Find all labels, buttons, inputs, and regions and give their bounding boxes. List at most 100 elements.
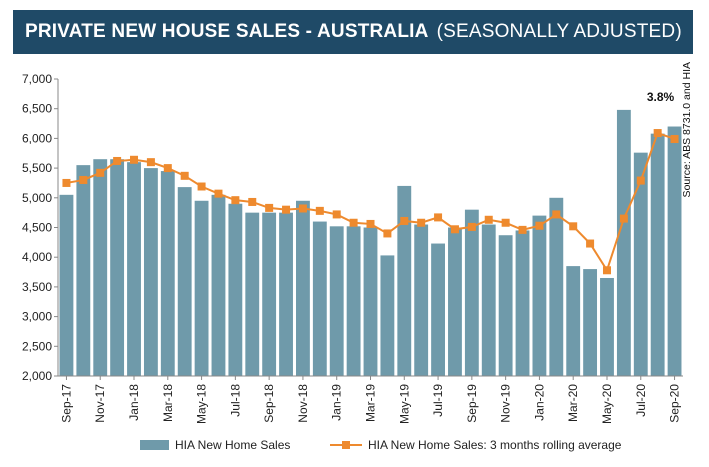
x-tick-label: Jul-18 bbox=[228, 384, 242, 417]
bar bbox=[93, 159, 108, 376]
rolling-average-point bbox=[619, 214, 628, 223]
bar bbox=[667, 126, 682, 377]
bar bbox=[312, 221, 327, 376]
legend-line-marker bbox=[342, 441, 350, 449]
rolling-average-point bbox=[552, 210, 561, 219]
bar bbox=[211, 194, 226, 376]
bar bbox=[296, 200, 310, 376]
rolling-average-point bbox=[434, 213, 443, 222]
bar bbox=[650, 133, 665, 376]
bar bbox=[414, 224, 429, 376]
rolling-average-point bbox=[569, 222, 578, 231]
bar bbox=[481, 224, 496, 376]
y-tick-label: 7,000 bbox=[22, 72, 52, 86]
x-tick-label: Jul-19 bbox=[431, 384, 445, 417]
y-tick-label: 3,000 bbox=[22, 310, 52, 324]
rolling-average-point bbox=[315, 206, 324, 215]
rolling-average-point bbox=[366, 219, 375, 228]
bar bbox=[329, 226, 344, 376]
x-tick-label: May-20 bbox=[600, 384, 614, 424]
bar bbox=[177, 187, 192, 376]
x-tick-label: Jan-18 bbox=[127, 384, 141, 421]
bar bbox=[431, 243, 445, 376]
rolling-average-point bbox=[332, 210, 341, 219]
x-tick-label: Nov-18 bbox=[296, 384, 310, 423]
rolling-average-point bbox=[265, 203, 274, 212]
rolling-average-point bbox=[62, 178, 71, 187]
y-tick-label: 5,500 bbox=[22, 161, 52, 175]
rolling-average-point bbox=[282, 205, 291, 214]
y-tick-label: 4,000 bbox=[22, 250, 52, 264]
x-tick-label: Mar-19 bbox=[364, 384, 378, 422]
bar bbox=[464, 209, 479, 376]
x-tick-label: Mar-18 bbox=[161, 384, 175, 422]
rolling-average-point bbox=[146, 158, 155, 167]
bar bbox=[498, 235, 513, 376]
rolling-average-point bbox=[298, 204, 307, 213]
rolling-average-point bbox=[670, 134, 679, 143]
y-tick-label: 3,500 bbox=[22, 280, 52, 294]
bar bbox=[616, 109, 631, 376]
x-tick-label: Jan-20 bbox=[532, 384, 546, 421]
y-tick-label: 6,000 bbox=[22, 131, 52, 145]
bar bbox=[583, 269, 598, 376]
chart-title: PRIVATE NEW HOUSE SALES - AUSTRALIA bbox=[25, 21, 429, 42]
bar bbox=[228, 203, 243, 376]
bar bbox=[143, 168, 158, 376]
x-tick-label: Jan-19 bbox=[330, 384, 344, 421]
bar bbox=[76, 165, 91, 376]
bar bbox=[194, 200, 209, 376]
rolling-average-point bbox=[197, 182, 206, 191]
rolling-average-point bbox=[653, 129, 662, 138]
source-note: Source: ABS 8731.0 and HIA bbox=[681, 62, 693, 197]
rolling-average-point bbox=[163, 164, 172, 173]
x-tick-label: Sep-17 bbox=[59, 384, 73, 423]
y-tick-label: 2,000 bbox=[22, 369, 52, 383]
rolling-average-point bbox=[231, 196, 240, 205]
bar bbox=[346, 226, 361, 376]
y-tick-label: 6,500 bbox=[22, 102, 52, 116]
rolling-average-point bbox=[602, 266, 611, 275]
bar bbox=[397, 185, 412, 376]
bar bbox=[515, 230, 530, 376]
y-tick-label: 4,500 bbox=[22, 221, 52, 235]
x-tick-label: May-18 bbox=[195, 384, 209, 424]
y-tick-label: 5,000 bbox=[22, 191, 52, 205]
rolling-average-point bbox=[484, 215, 493, 224]
legend-bar-label: HIA New Home Sales bbox=[175, 438, 290, 452]
x-tick-label: Sep-18 bbox=[262, 384, 276, 423]
x-tick-label: Nov-19 bbox=[499, 384, 513, 423]
bar bbox=[448, 227, 462, 376]
x-tick-label: Mar-20 bbox=[566, 384, 580, 422]
bar bbox=[127, 162, 141, 376]
rolling-average-point bbox=[450, 225, 459, 234]
bar bbox=[363, 227, 378, 376]
legend-bar-swatch bbox=[140, 440, 169, 450]
chart-title-bar: PRIVATE NEW HOUSE SALES - AUSTRALIA (SEA… bbox=[13, 10, 693, 54]
rolling-average-point bbox=[130, 155, 139, 164]
rolling-average-point bbox=[349, 218, 358, 227]
x-tick-label: Nov-17 bbox=[93, 384, 107, 423]
bar bbox=[633, 152, 648, 376]
x-tick-label: Jul-20 bbox=[634, 384, 648, 417]
rolling-average-point bbox=[400, 216, 409, 225]
bar bbox=[279, 212, 293, 376]
legend-line-label: HIA New Home Sales: 3 months rolling ave… bbox=[368, 438, 622, 452]
rolling-average-point bbox=[535, 221, 544, 230]
rolling-average-point bbox=[417, 218, 426, 227]
rolling-average-point bbox=[501, 218, 510, 227]
rolling-average-point bbox=[214, 189, 223, 198]
rolling-average-point bbox=[113, 156, 122, 165]
rolling-average-point bbox=[586, 239, 595, 248]
rolling-average-point bbox=[79, 175, 88, 184]
rolling-average-point bbox=[518, 225, 527, 234]
y-tick-label: 2,500 bbox=[22, 339, 52, 353]
rolling-average-point bbox=[180, 171, 189, 180]
bar bbox=[262, 212, 277, 376]
rolling-average-point bbox=[636, 176, 645, 185]
bar bbox=[549, 197, 564, 376]
bar bbox=[160, 171, 175, 376]
rolling-average-point bbox=[383, 229, 392, 238]
rolling-average-point bbox=[96, 168, 105, 177]
